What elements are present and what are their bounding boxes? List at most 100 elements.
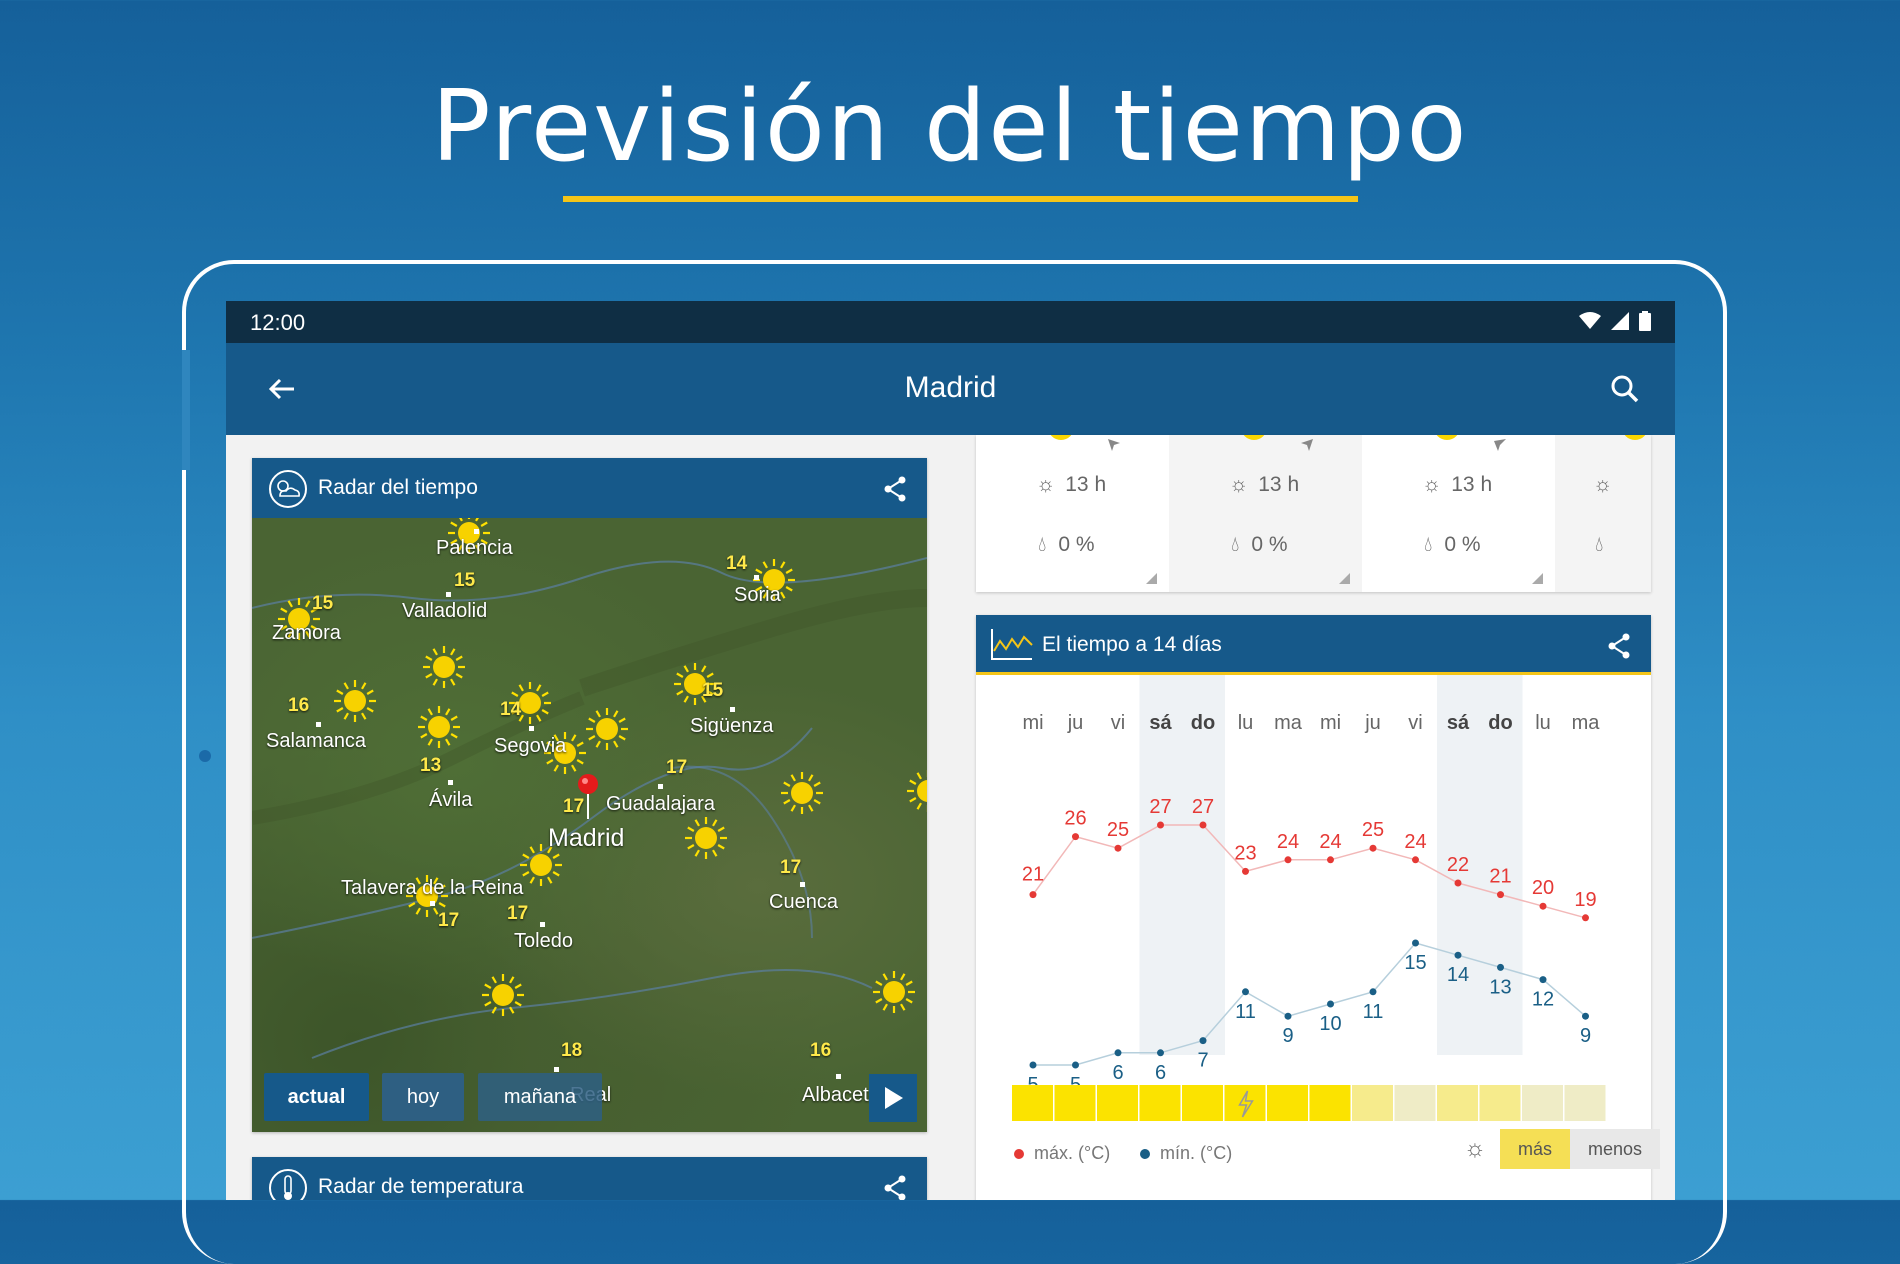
max-label: 21 <box>1489 866 1511 888</box>
max-point <box>1327 856 1334 864</box>
sun-icon <box>753 559 795 601</box>
rain-drop-icon: 💧︎ <box>1038 533 1047 556</box>
city-dot <box>446 592 451 597</box>
forecast-share-button[interactable] <box>1607 633 1631 664</box>
map-rivers <box>252 557 927 1059</box>
wifi-icon <box>1579 312 1601 329</box>
city-valladolid: Valladolid <box>402 600 488 622</box>
btn-actual[interactable]: actual <box>264 1073 369 1121</box>
play-button[interactable] <box>869 1074 917 1122</box>
back-button[interactable] <box>262 369 302 414</box>
min-label: 6 <box>1112 1062 1123 1084</box>
max-label: 21 <box>1022 864 1044 886</box>
max-label: 26 <box>1064 808 1086 830</box>
legend-min: mín. (°C) <box>1140 1143 1232 1164</box>
share-icon <box>884 1175 906 1200</box>
hour-column: ☼ 13 h 💧︎ 0 % <box>1362 435 1555 592</box>
status-bar: 12:00 <box>226 301 1675 343</box>
trend-chart-icon <box>990 627 1034 666</box>
sunshine-cell <box>1012 1085 1053 1121</box>
day-label: ma <box>1274 712 1303 734</box>
btn-hoy[interactable]: hoy <box>382 1073 464 1121</box>
temperature-card-title: Radar de temperatura <box>318 1175 524 1198</box>
city-albacete: Albacete <box>802 1084 880 1106</box>
max-point <box>1114 844 1122 852</box>
city-guadalajara: Guadalajara <box>606 793 715 815</box>
city-dot <box>800 882 805 887</box>
sun-outline-icon: ☼ <box>1464 1135 1486 1162</box>
radar-card-title: Radar del tiempo <box>318 476 478 499</box>
sun-icon <box>418 706 460 748</box>
city-dot <box>316 722 321 727</box>
sunshine-cell <box>1097 1085 1138 1121</box>
forecast-card-title: El tiempo a 14 días <box>1042 633 1222 656</box>
sun-icon <box>509 682 551 724</box>
day-label: ju <box>1364 712 1381 734</box>
day-label: mi <box>1320 712 1341 734</box>
rain-drop-icon: 💧︎ <box>1595 533 1604 556</box>
app-bar: Madrid <box>226 343 1675 435</box>
max-label: 22 <box>1447 854 1469 876</box>
radar-share-button[interactable] <box>883 476 907 507</box>
city-dot <box>836 1074 841 1079</box>
max-label: 25 <box>1362 819 1384 841</box>
max-point <box>1242 867 1249 875</box>
city-dot <box>529 726 534 731</box>
max-label: 27 <box>1149 796 1171 818</box>
btn-manana[interactable]: mañana <box>478 1073 602 1121</box>
sun-icon <box>907 770 927 812</box>
city-zamora: Zamora <box>272 622 341 644</box>
city-avila: Ávila <box>429 789 473 811</box>
min-point <box>1327 1000 1334 1008</box>
toggle-less[interactable]: menos <box>1570 1129 1661 1169</box>
max-label: 27 <box>1192 796 1214 818</box>
expand-corner[interactable] <box>1146 573 1157 584</box>
city-dot <box>658 784 663 789</box>
min-series-line <box>1033 942 1586 1066</box>
toggle-more[interactable]: más <box>1500 1129 1571 1169</box>
city-cuenca: Cuenca <box>769 891 838 913</box>
play-icon <box>885 1087 903 1109</box>
sun-icon <box>334 680 376 722</box>
wind-arrow-icon <box>1301 439 1313 451</box>
legend-min-label: mín. (°C) <box>1160 1143 1233 1163</box>
max-label: 24 <box>1277 831 1299 853</box>
sun-icon <box>586 708 628 750</box>
day-label: ju <box>1067 712 1084 734</box>
arrow-left-icon <box>268 378 294 400</box>
radar-map[interactable]: 15 Palencia 15 Zamora Valladolid 14 Sori… <box>252 518 927 1132</box>
max-point <box>1029 891 1037 899</box>
day-label: sá <box>1149 712 1172 734</box>
hour-column: ☼ 13 h 💧︎ 0 % <box>1169 435 1362 592</box>
temperature-share-button[interactable] <box>883 1175 907 1200</box>
hourly-strip[interactable]: ☼ 13 h 💧︎ 0 % ☼ 13 h 💧︎ 0 % ☼ 13 h 💧︎ 0 % ☼ 💧︎ <box>976 435 1651 592</box>
min-label: 11 <box>1363 1001 1384 1023</box>
city-dot <box>754 575 759 580</box>
max-label: 25 <box>1107 819 1129 841</box>
min-label: 10 <box>1319 1013 1341 1035</box>
min-label: 13 <box>1489 976 1511 998</box>
sunshine-toggle[interactable]: ☼ más menos <box>1464 1129 1661 1169</box>
day-label: sá <box>1447 712 1470 734</box>
battery-icon <box>1639 311 1651 331</box>
city-segovia: Segovia <box>494 735 567 757</box>
sunshine-icon: ☼ <box>1036 473 1056 496</box>
radar-card: Radar del tiempo 15 Palencia 15 Zamora V… <box>252 458 927 1132</box>
weather-radar-icon <box>268 470 308 513</box>
expand-corner[interactable] <box>1532 573 1543 584</box>
expand-corner[interactable] <box>1339 573 1350 584</box>
city-dot <box>448 780 453 785</box>
search-button[interactable] <box>1605 369 1645 414</box>
rain-drop-icon: 💧︎ <box>1424 533 1433 556</box>
search-icon <box>1611 375 1639 403</box>
sunshine-hours: 13 h <box>1451 473 1493 496</box>
wind-arrow-icon <box>1108 439 1120 451</box>
min-label: 12 <box>1532 989 1554 1011</box>
temp-albacete: 16 <box>810 1040 832 1061</box>
tablet-screen: 12:00 Madrid Radar del tiempo <box>226 301 1675 1200</box>
min-point <box>1157 1049 1164 1057</box>
sun-icon <box>1243 435 1265 440</box>
sun-icon <box>482 974 524 1016</box>
city-palencia: Palencia <box>436 537 513 559</box>
